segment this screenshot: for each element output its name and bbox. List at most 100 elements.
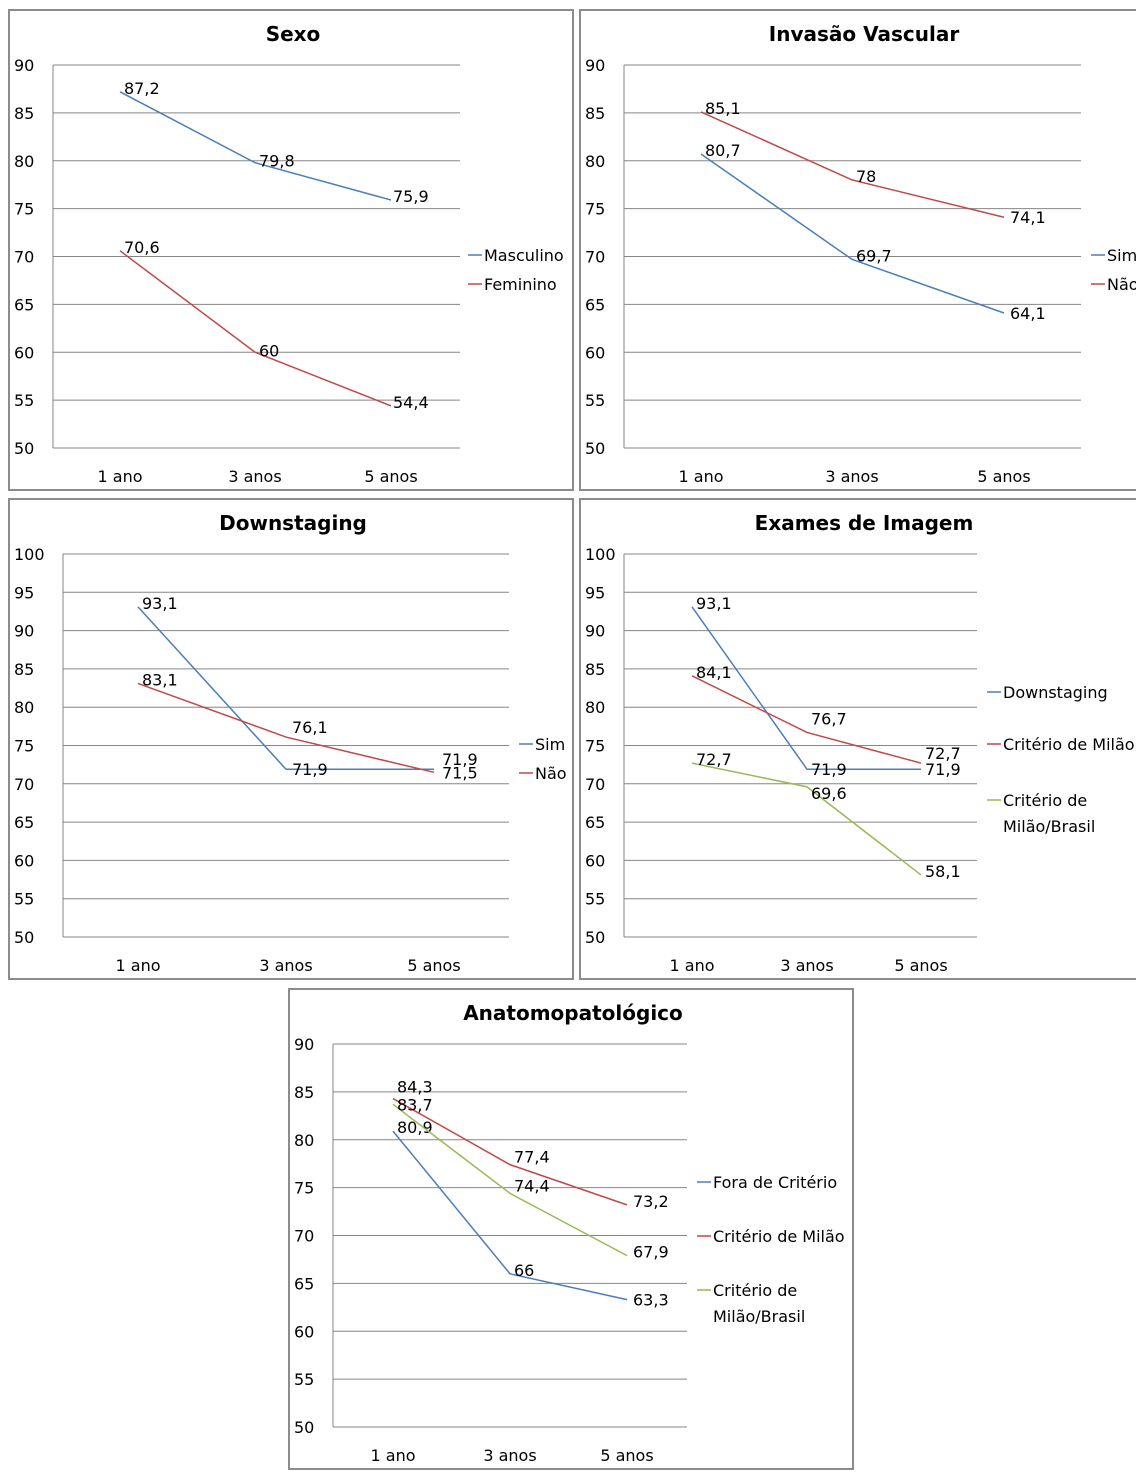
y-tick-label-sexo: 65 [14, 295, 34, 314]
data-label-criterio-de-milao: 84,1 [696, 663, 732, 682]
y-tick-label-anatomopatologico: 90 [294, 1035, 314, 1054]
chart-svg-anatomopatologico: Anatomopatológico 50 55 60 65 70 75 80 85 90 1 ano… [294, 1001, 845, 1465]
legend-label-criterio-de-milao: Critério de Milão [713, 1227, 845, 1246]
y-tick-label-exames-de-imagem: 65 [585, 813, 605, 832]
y-tick-label-invasao-vascular: 50 [585, 439, 605, 458]
data-label-nao: 78 [856, 167, 876, 186]
legend-label-fora-de-criterio: Fora de Critério [713, 1173, 837, 1192]
y-tick-label-sexo: 90 [14, 56, 34, 75]
x-tick-label-exames-de-imagem: 3 anos [780, 956, 833, 975]
series-line-nao [700, 111, 1005, 218]
series-line-criterio-de-milao-brasil [392, 1103, 628, 1257]
data-label-criterio-de-milao-brasil: 83,7 [397, 1095, 433, 1114]
y-tick-label-exames-de-imagem: 100 [585, 545, 616, 564]
y-tick-label-downstaging: 55 [14, 890, 34, 909]
x-tick-label-exames-de-imagem: 5 anos [894, 956, 947, 975]
x-tick-label-sexo: 3 anos [228, 467, 281, 486]
y-tick-label-downstaging: 95 [14, 583, 34, 602]
legend-label-feminino: Feminino [484, 275, 557, 294]
data-label-masculino: 75,9 [393, 187, 429, 206]
y-tick-label-anatomopatologico: 60 [294, 1322, 314, 1341]
x-tick-label-downstaging: 5 anos [407, 956, 460, 975]
series-line-criterio-de-milao-brasil [691, 762, 922, 876]
data-label-criterio-de-milao-brasil: 69,6 [811, 784, 847, 803]
chart-panel-anatomopatologico: Anatomopatológico 50 55 60 65 70 75 80 85 90 1 ano… [288, 988, 854, 1470]
chart-svg-invasao-vascular: Invasão Vascular 50 55 60 65 70 75 80 85 90 1 ano 3… [585, 22, 1136, 486]
y-tick-label-sexo: 80 [14, 152, 34, 171]
chart-title-sexo: Sexo [266, 22, 321, 46]
x-tick-label-invasao-vascular: 3 anos [825, 467, 878, 486]
y-tick-label-sexo: 75 [14, 200, 34, 219]
y-tick-label-exames-de-imagem: 50 [585, 928, 605, 947]
series-line-downstaging [691, 606, 921, 770]
data-label-masculino: 87,2 [124, 79, 160, 98]
y-tick-label-downstaging: 65 [14, 813, 34, 832]
data-label-criterio-de-milao-brasil: 74,4 [514, 1176, 550, 1195]
data-label-criterio-de-milao: 72,7 [925, 744, 961, 763]
y-tick-label-invasao-vascular: 70 [585, 248, 605, 267]
y-tick-label-exames-de-imagem: 90 [585, 622, 605, 641]
y-tick-label-invasao-vascular: 60 [585, 343, 605, 362]
chart-svg-downstaging: Downstaging 50 55 60 65 70 75 80 85 90 95 100 1 ano 3… [14, 511, 567, 975]
y-tick-label-sexo: 70 [14, 248, 34, 267]
y-tick-label-exames-de-imagem: 85 [585, 660, 605, 679]
y-tick-label-exames-de-imagem: 55 [585, 890, 605, 909]
data-label-downstaging: 93,1 [696, 594, 732, 613]
legend-label-nao: Não [535, 764, 567, 783]
x-tick-label-exames-de-imagem: 1 ano [670, 956, 715, 975]
chart-panel-invasao-vascular: Invasão Vascular 50 55 60 65 70 75 80 85 90 1 ano 3… [579, 9, 1136, 491]
y-tick-label-invasao-vascular: 75 [585, 200, 605, 219]
x-tick-label-anatomopatologico: 1 ano [371, 1446, 416, 1465]
data-label-sim: 71,9 [442, 750, 478, 769]
legend-label-nao: Não [1107, 275, 1136, 294]
data-label-masculino: 79,8 [259, 152, 295, 171]
legend-label-criterio-de-milao: Critério de Milão [1003, 735, 1135, 754]
chart-panel-exames-de-imagem: Exames de Imagem 50 55 60 65 70 75 80 85 90 95 100 1… [579, 498, 1136, 980]
x-tick-label-invasao-vascular: 1 ano [679, 467, 724, 486]
data-label-sim: 64,1 [1010, 304, 1046, 323]
data-label-criterio-de-milao-brasil: 72,7 [696, 750, 732, 769]
y-tick-label-invasao-vascular: 85 [585, 104, 605, 123]
y-tick-label-anatomopatologico: 75 [294, 1179, 314, 1198]
y-tick-label-downstaging: 60 [14, 851, 34, 870]
y-tick-label-invasao-vascular: 65 [585, 295, 605, 314]
series-line-feminino [119, 250, 392, 407]
legend-label-sim: Sim [1107, 246, 1136, 265]
data-label-criterio-de-milao: 84,3 [397, 1078, 433, 1097]
y-tick-label-anatomopatologico: 80 [294, 1131, 314, 1150]
y-tick-label-anatomopatologico: 70 [294, 1227, 314, 1246]
y-tick-label-downstaging: 85 [14, 660, 34, 679]
data-label-fora-de-criterio: 63,3 [633, 1291, 669, 1310]
series-line-sim [700, 153, 1005, 314]
data-label-criterio-de-milao: 77,4 [514, 1148, 550, 1167]
series-line-fora-de-criterio [392, 1130, 628, 1301]
data-label-nao: 83,1 [142, 670, 178, 689]
legend-label-criterio-de-milao-brasil: Critério de Milão/Brasil [713, 1281, 805, 1326]
x-tick-label-sexo: 1 ano [98, 467, 143, 486]
y-tick-label-exames-de-imagem: 95 [585, 583, 605, 602]
y-tick-label-anatomopatologico: 65 [294, 1274, 314, 1293]
y-tick-label-exames-de-imagem: 60 [585, 851, 605, 870]
x-tick-label-downstaging: 3 anos [259, 956, 312, 975]
data-label-downstaging: 71,9 [811, 760, 847, 779]
y-tick-label-downstaging: 50 [14, 928, 34, 947]
y-tick-label-invasao-vascular: 80 [585, 152, 605, 171]
y-tick-label-downstaging: 70 [14, 775, 34, 794]
chart-title-invasao-vascular: Invasão Vascular [769, 22, 960, 46]
legend-label-criterio-de-milao-brasil: Critério de Milão/Brasil [1003, 791, 1095, 836]
chart-title-anatomopatologico: Anatomopatológico [463, 1001, 683, 1025]
chart-panel-downstaging: Downstaging 50 55 60 65 70 75 80 85 90 95 100 1 ano 3… [8, 498, 574, 980]
x-tick-label-invasao-vascular: 5 anos [977, 467, 1030, 486]
y-tick-label-invasao-vascular: 55 [585, 391, 605, 410]
data-label-feminino: 60 [259, 341, 279, 360]
y-tick-label-sexo: 85 [14, 104, 34, 123]
y-tick-label-downstaging: 80 [14, 698, 34, 717]
chart-title-downstaging: Downstaging [219, 511, 367, 535]
x-tick-label-sexo: 5 anos [364, 467, 417, 486]
data-label-criterio-de-milao: 73,2 [633, 1192, 669, 1211]
x-tick-label-anatomopatologico: 5 anos [600, 1446, 653, 1465]
y-tick-label-sexo: 60 [14, 343, 34, 362]
y-tick-label-sexo: 55 [14, 391, 34, 410]
data-label-fora-de-criterio: 80,9 [397, 1118, 433, 1137]
series-line-masculino [119, 91, 392, 201]
